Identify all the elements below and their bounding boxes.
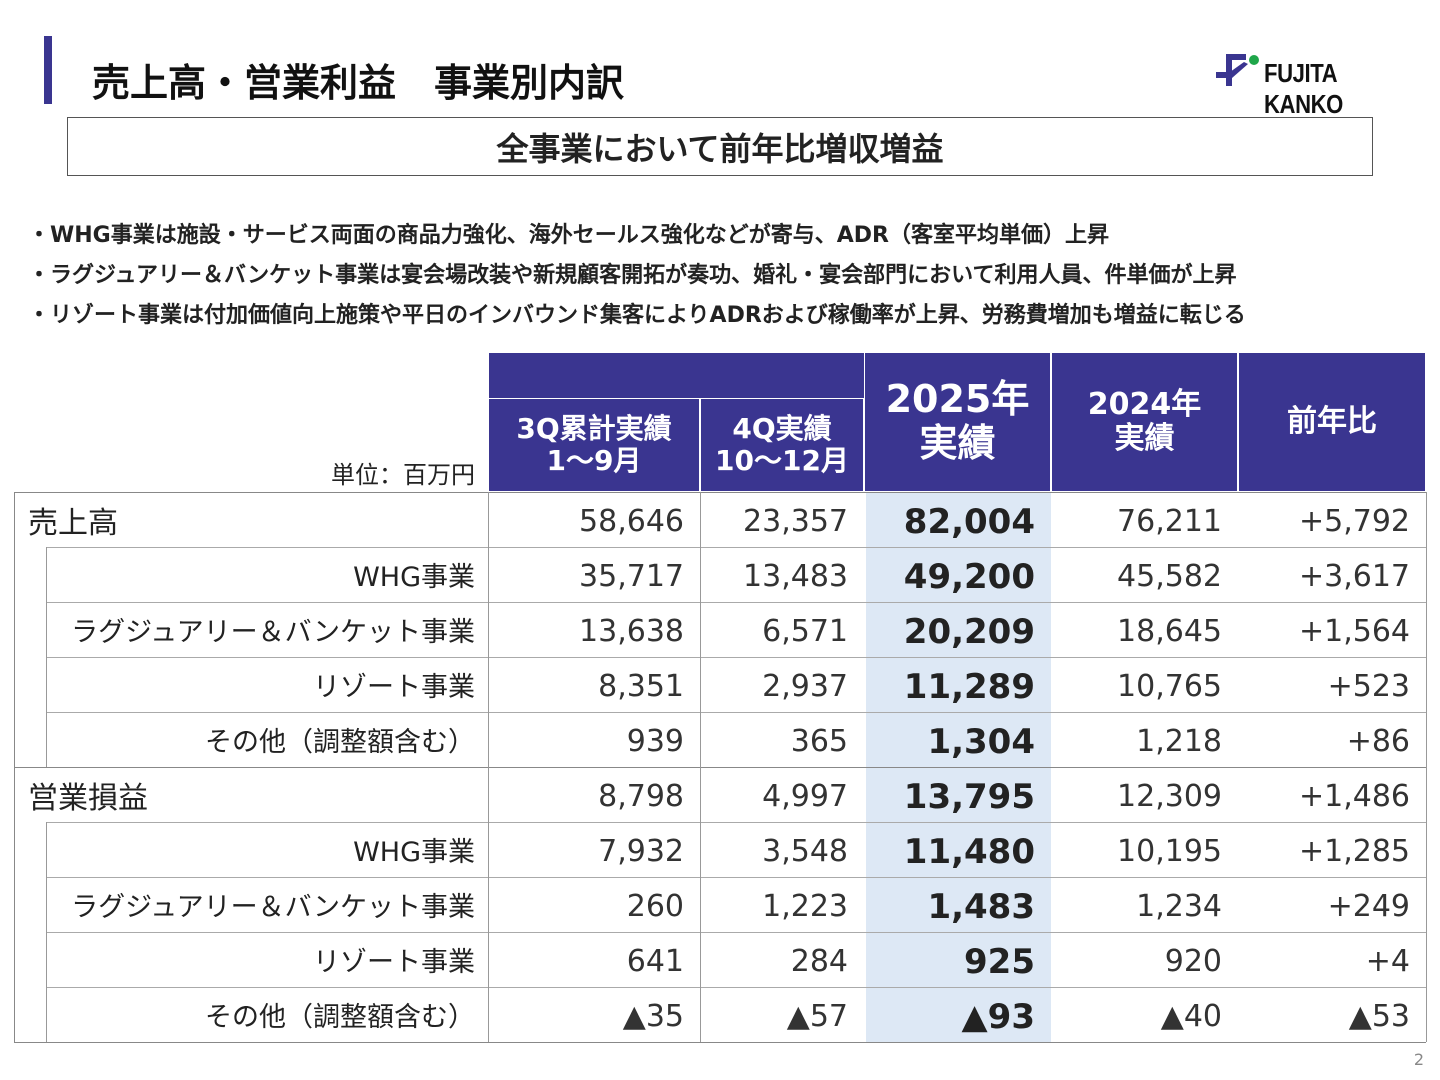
bullet-item: ・WHG事業は施設・サービス両面の商品力強化、海外セールス強化などが寄与、ADR…	[28, 223, 1109, 248]
row-divider	[14, 767, 1426, 768]
column-divider	[700, 492, 701, 1042]
row-label: 営業損益	[28, 780, 148, 816]
row-divider	[46, 712, 1426, 713]
table-bottom	[14, 1042, 1426, 1043]
column-divider	[488, 492, 489, 1042]
logo-mark-icon	[1216, 54, 1259, 86]
indent-line	[46, 822, 47, 1042]
table-cell: 4,997	[762, 779, 848, 814]
logo-text: FUJITA KANKO	[1264, 58, 1343, 119]
table-cell: +1,564	[1298, 614, 1410, 649]
row-label: その他（調整額含む）	[205, 1002, 475, 1033]
table-cell: +523	[1327, 669, 1410, 704]
row-label: リゾート事業	[313, 947, 475, 978]
table-cell: 1,234	[1136, 889, 1222, 924]
table-cell: 2,937	[762, 669, 848, 704]
table-cell: 365	[790, 724, 848, 759]
summary-banner: 全事業において前年比増収増益	[67, 117, 1373, 176]
row-label: その他（調整額含む）	[205, 727, 475, 758]
indent-line	[46, 547, 47, 767]
table-cell: ▲57	[786, 999, 848, 1034]
row-divider	[46, 822, 1426, 823]
column-header: 2024年 実績	[1051, 352, 1238, 492]
table-cell: 1,304	[927, 721, 1035, 762]
table-cell: 6,571	[762, 614, 848, 649]
table-cell: +1,486	[1298, 779, 1410, 814]
row-divider	[46, 877, 1426, 878]
table-cell: 1,223	[762, 889, 848, 924]
bullet-item: ・リゾート事業は付加価値向上施策や平日のインバウンド集客によりADRおよび稼働率…	[28, 303, 1246, 328]
table-cell: ▲40	[1160, 999, 1222, 1034]
table-cell: ▲35	[622, 999, 684, 1034]
column-header: 4Q実績 10～12月	[700, 398, 864, 492]
header-band	[488, 352, 865, 399]
column-header: 前年比	[1238, 352, 1426, 492]
table-cell: 10,195	[1117, 834, 1222, 869]
table-cell: +4	[1365, 944, 1410, 979]
row-divider	[46, 602, 1426, 603]
table-cell: 82,004	[903, 501, 1035, 542]
table-cell: 11,480	[903, 831, 1035, 872]
table-cell: 10,765	[1117, 669, 1222, 704]
table-cell: 76,211	[1117, 504, 1222, 539]
table-left	[14, 492, 15, 1042]
table-cell: 260	[626, 889, 684, 924]
table-cell: ▲93	[961, 996, 1035, 1037]
table-cell: 925	[964, 941, 1035, 982]
row-divider	[46, 987, 1426, 988]
company-logo: FUJITA KANKO	[1214, 50, 1404, 119]
page-title: 売上高・営業利益 事業別内訳	[92, 61, 625, 105]
bullet-item: ・ラグジュアリー＆バンケット事業は宴会場改装や新規顧客開拓が奏功、婚礼・宴会部門…	[28, 263, 1237, 288]
table-cell: 12,309	[1117, 779, 1222, 814]
table-cell: 23,357	[743, 504, 848, 539]
table-cell: 284	[790, 944, 848, 979]
table-cell: 1,218	[1136, 724, 1222, 759]
table-cell: 939	[626, 724, 684, 759]
table-cell: 20,209	[903, 611, 1035, 652]
table-cell: 8,351	[598, 669, 684, 704]
table-cell: 11,289	[903, 666, 1035, 707]
table-cell: 920	[1164, 944, 1222, 979]
table-cell: 7,932	[598, 834, 684, 869]
row-divider	[46, 932, 1426, 933]
column-header: 3Q累計実績 1～9月	[488, 398, 700, 492]
table-cell: 3,548	[762, 834, 848, 869]
table-cell: 8,798	[598, 779, 684, 814]
row-label: リゾート事業	[313, 672, 475, 703]
table-cell: +249	[1327, 889, 1410, 924]
title-accent-bar	[44, 36, 52, 104]
table-cell: +1,285	[1298, 834, 1410, 869]
table-cell: 35,717	[579, 559, 684, 594]
row-label: 売上高	[28, 505, 118, 541]
unit-label: 単位：百万円	[331, 461, 475, 489]
row-label: ラグジュアリー＆バンケット事業	[71, 617, 475, 648]
column-divider	[1426, 492, 1427, 1042]
row-label: WHG事業	[353, 837, 475, 868]
table-cell: 18,645	[1117, 614, 1222, 649]
row-divider	[14, 492, 1426, 493]
row-label: WHG事業	[353, 562, 475, 593]
table-cell: 58,646	[579, 504, 684, 539]
table-cell: +5,792	[1298, 504, 1410, 539]
table-cell: 1,483	[927, 886, 1035, 927]
row-label: ラグジュアリー＆バンケット事業	[71, 892, 475, 923]
table-cell: 49,200	[903, 556, 1035, 597]
table-cell: 641	[626, 944, 684, 979]
table-cell: 13,483	[743, 559, 848, 594]
table-cell: +3,617	[1298, 559, 1410, 594]
table-cell: 45,582	[1117, 559, 1222, 594]
column-header: 2025年 実績	[864, 352, 1051, 492]
table-cell: 13,795	[903, 776, 1035, 817]
page-number: 2	[1413, 1050, 1424, 1069]
table-cell: ▲53	[1348, 999, 1410, 1034]
table-cell: +86	[1346, 724, 1410, 759]
table-cell: 13,638	[579, 614, 684, 649]
row-divider	[46, 547, 1426, 548]
bullet-list: ・WHG事業は施設・サービス両面の商品力強化、海外セールス強化などが寄与、ADR…	[28, 216, 1246, 336]
row-divider	[46, 657, 1426, 658]
